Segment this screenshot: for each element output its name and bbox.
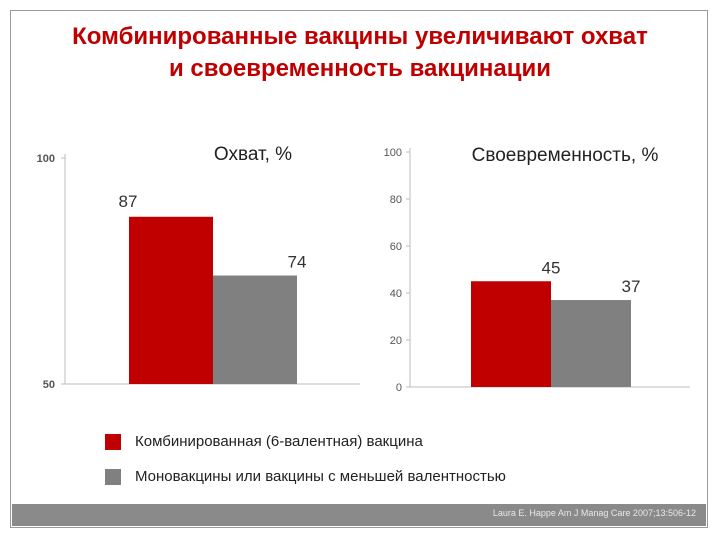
slide-title-line-1: Комбинированные вакцины увеличивают охва… bbox=[72, 23, 648, 50]
legend-item-combined: Комбинированная (6-валентная) вакцина bbox=[105, 433, 423, 450]
legend-label-mono: Моновакцины или вакцины с меньшей валент… bbox=[135, 468, 506, 485]
timeliness-y-tick-label: 0 bbox=[396, 382, 402, 394]
legend-label-combined: Комбинированная (6-валентная) вакцина bbox=[135, 433, 423, 450]
footer-citation: Laura E. Happe Am J Manag Care 2007;13:5… bbox=[492, 508, 696, 518]
legend-swatch-combined bbox=[105, 433, 121, 450]
slide-title-line-2: и своевременность вакцинации bbox=[168, 55, 552, 82]
slide-frame bbox=[10, 10, 708, 528]
timeliness-y-tick-label: 80 bbox=[390, 194, 402, 206]
coverage-bar-combined bbox=[129, 216, 213, 384]
legend-item-mono: Моновакцины или вакцины с меньшей валент… bbox=[105, 468, 506, 485]
coverage-bar-mono bbox=[213, 275, 297, 384]
timeliness-data-label-mono: 37 bbox=[622, 277, 641, 296]
coverage-data-label-combined: 87 bbox=[119, 192, 138, 211]
timeliness-chart-title: Своевременность, % bbox=[472, 145, 659, 166]
coverage-y-tick-label: 100 bbox=[37, 153, 55, 165]
coverage-chart-title: Охват, % bbox=[214, 144, 292, 165]
coverage-y-tick-label: 50 bbox=[43, 379, 55, 391]
timeliness-bar-combined bbox=[471, 281, 551, 387]
timeliness-y-tick-label: 60 bbox=[390, 241, 402, 253]
timeliness-data-label-combined: 45 bbox=[542, 258, 561, 277]
timeliness-y-tick-label: 40 bbox=[390, 288, 402, 300]
timeliness-y-tick-label: 100 bbox=[384, 147, 402, 159]
timeliness-y-tick-label: 20 bbox=[390, 335, 402, 347]
footer-bar: Laura E. Happe Am J Manag Care 2007;13:5… bbox=[12, 504, 706, 526]
timeliness-bar-mono bbox=[551, 300, 631, 387]
legend-swatch-mono bbox=[105, 468, 121, 485]
coverage-data-label-mono: 74 bbox=[288, 253, 307, 272]
